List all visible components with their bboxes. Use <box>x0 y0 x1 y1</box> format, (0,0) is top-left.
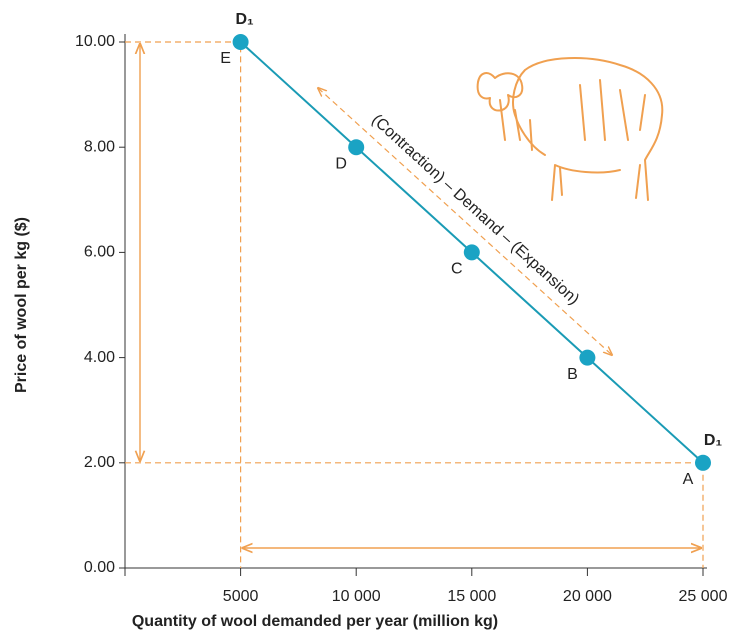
x-tick-label: 20 000 <box>563 588 612 605</box>
x-tick-label: 25 000 <box>679 588 728 605</box>
data-point <box>464 244 480 260</box>
chart: Quantity of wool demanded per year (mill… <box>0 0 734 639</box>
data-point <box>348 139 364 155</box>
direction-arrow <box>318 88 612 355</box>
y-tick-label: 4.00 <box>84 349 115 366</box>
y-tick-label: 2.00 <box>84 454 115 471</box>
x-tick-label: 15 000 <box>447 588 496 605</box>
data-point <box>695 455 711 471</box>
y-tick-label: 0.00 <box>84 559 115 576</box>
guide-line <box>125 463 703 568</box>
data-point <box>579 350 595 366</box>
data-point <box>233 34 249 50</box>
y-tick-label: 10.00 <box>75 33 115 50</box>
point-label: B <box>567 366 578 383</box>
guide-line <box>125 42 241 568</box>
x-tick-label: 10 000 <box>332 588 381 605</box>
point-label: D <box>335 155 347 172</box>
y-tick-label: 6.00 <box>84 244 115 261</box>
annotation: (Contraction) – Demand – (Expansion) <box>368 111 582 308</box>
curve-label: D₁ <box>704 432 723 449</box>
y-tick-label: 8.00 <box>84 138 115 155</box>
y-axis-title: Price of wool per kg ($) <box>13 217 30 393</box>
curve-label: D₁ <box>236 11 255 28</box>
x-tick-label: 5000 <box>223 588 259 605</box>
sheep-illustration <box>478 58 663 200</box>
point-label: E <box>220 50 231 67</box>
x-axis-title: Quantity of wool demanded per year (mill… <box>132 613 498 630</box>
point-label: C <box>451 261 463 278</box>
point-label: A <box>683 471 694 488</box>
